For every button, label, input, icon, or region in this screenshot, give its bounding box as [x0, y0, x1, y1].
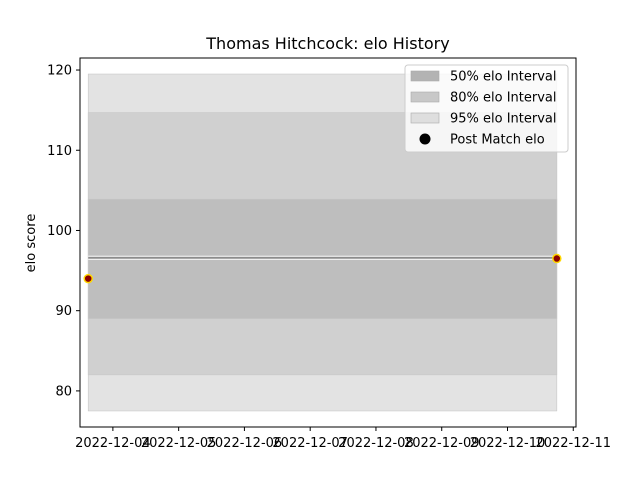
x-tick-label: 2022-12-06 — [207, 436, 283, 451]
x-tick-label: 2022-12-10 — [470, 436, 546, 451]
legend-box — [404, 64, 569, 153]
legend-swatch — [410, 91, 440, 103]
x-tick-label: 2022-12-09 — [404, 436, 480, 451]
legend-label: 80% elo Interval — [450, 91, 557, 106]
x-tick-label: 2022-12-11 — [535, 436, 611, 451]
post-match-point — [83, 273, 93, 284]
y-tick-label: 100 — [47, 224, 72, 239]
y-axis: 80 90 100 110 120 — [47, 64, 80, 399]
y-tick-label: 110 — [47, 144, 72, 159]
legend-label: 95% elo Interval — [450, 112, 557, 127]
y-tick-label: 90 — [55, 304, 72, 319]
x-tick-label: 2022-12-07 — [272, 436, 348, 451]
legend-swatch — [410, 70, 440, 82]
chart-title: Thomas Hitchcock: elo History — [205, 34, 449, 53]
legend: 50% elo Interval 80% elo Interval 95% elo … — [404, 64, 569, 153]
plot-frame — [79, 57, 577, 428]
y-axis-label: elo score — [24, 214, 39, 273]
x-tick-label: 2022-12-05 — [141, 436, 217, 451]
post-match-point — [552, 253, 562, 264]
legend-label: Post Match elo — [450, 133, 545, 148]
legend-swatch — [410, 112, 440, 124]
x-axis: 2022-12-042022-12-052022-12-062022-12-07… — [75, 427, 611, 451]
legend-marker — [419, 133, 431, 145]
x-tick-label: 2022-12-04 — [75, 436, 151, 451]
y-tick-label: 120 — [47, 64, 72, 79]
y-tick-label: 80 — [55, 384, 72, 399]
x-tick-label: 2022-12-08 — [338, 436, 414, 451]
legend-label: 50% elo Interval — [450, 70, 557, 85]
post-match-points — [83, 253, 562, 284]
